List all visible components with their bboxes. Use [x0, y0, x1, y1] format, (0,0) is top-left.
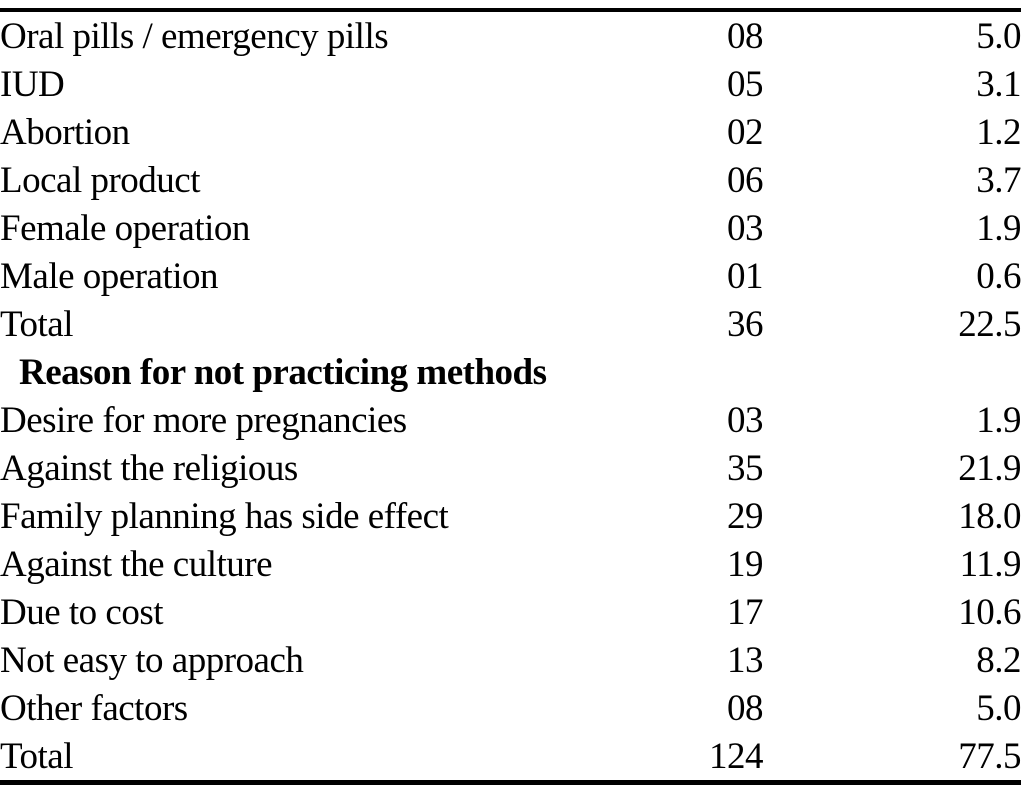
table-row: Against the culture 19 11.9 — [0, 540, 1021, 588]
row-percent: 22.5 — [958, 303, 1021, 345]
table-row: Other factors 08 5.0 — [0, 684, 1021, 732]
row-count: 19 — [727, 543, 764, 585]
table-row: Female operation 03 1.9 — [0, 204, 1021, 252]
row-count: 124 — [709, 735, 764, 777]
row-percent: 1.9 — [976, 399, 1021, 441]
row-label: Other factors — [0, 687, 188, 729]
row-percent: 21.9 — [958, 447, 1021, 489]
table-row: Oral pills / emergency pills 08 5.0 — [0, 10, 1021, 60]
row-count: 05 — [727, 63, 764, 105]
row-count: 08 — [727, 15, 764, 57]
row-count: 35 — [727, 447, 764, 489]
row-label: Against the culture — [0, 543, 273, 585]
row-label: Local product — [0, 159, 201, 201]
row-count: 36 — [727, 303, 764, 345]
row-count: 13 — [727, 639, 764, 681]
table-row: Desire for more pregnancies 03 1.9 — [0, 396, 1021, 444]
row-percent: 5.0 — [976, 15, 1021, 57]
row-percent: 10.6 — [958, 591, 1021, 633]
row-label: Male operation — [0, 255, 219, 297]
table-row: Due to cost 17 10.6 — [0, 588, 1021, 636]
table-row: Total 36 22.5 — [0, 300, 1021, 348]
row-label: Desire for more pregnancies — [0, 399, 407, 441]
row-percent: 1.2 — [976, 111, 1021, 153]
row-count: 08 — [727, 687, 764, 729]
table-row: Family planning has side effect 29 18.0 — [0, 492, 1021, 540]
row-label: Due to cost — [0, 591, 164, 633]
row-percent: 77.5 — [958, 735, 1021, 777]
row-label: Family planning has side effect — [0, 495, 449, 537]
table-row: IUD 05 3.1 — [0, 60, 1021, 108]
row-label: Abortion — [0, 111, 130, 153]
row-count: 03 — [727, 399, 764, 441]
row-label: Total — [0, 303, 74, 345]
data-table: Oral pills / emergency pills 08 5.0 IUD 05 3.… — [0, 8, 1021, 785]
table-row: Abortion 02 1.2 — [0, 108, 1021, 156]
row-label: Female operation — [0, 207, 250, 249]
row-label: Oral pills / emergency pills — [0, 15, 389, 57]
row-label: Not easy to approach — [0, 639, 304, 681]
row-count: 03 — [727, 207, 764, 249]
row-percent: 5.0 — [976, 687, 1021, 729]
row-percent: 18.0 — [958, 495, 1021, 537]
row-count: 29 — [727, 495, 764, 537]
row-label: IUD — [0, 63, 65, 105]
row-percent: 3.1 — [976, 63, 1021, 105]
row-label: Against the religious — [0, 447, 298, 489]
section-header-row: Reason for not practicing methods — [0, 348, 1021, 396]
table-body: Oral pills / emergency pills 08 5.0 IUD 05 3.… — [0, 10, 1021, 783]
table-row: Total 124 77.5 — [0, 732, 1021, 783]
row-count: 06 — [727, 159, 764, 201]
row-percent: 1.9 — [976, 207, 1021, 249]
table-row: Local product 06 3.7 — [0, 156, 1021, 204]
table-row: Not easy to approach 13 8.2 — [0, 636, 1021, 684]
table-row: Against the religious 35 21.9 — [0, 444, 1021, 492]
row-percent: 0.6 — [976, 255, 1021, 297]
row-count: 01 — [727, 255, 764, 297]
table-row: Male operation 01 0.6 — [0, 252, 1021, 300]
row-count: 17 — [727, 591, 764, 633]
row-label: Total — [0, 735, 74, 777]
row-percent: 3.7 — [976, 159, 1021, 201]
section-header-label: Reason for not practicing methods — [19, 351, 547, 393]
row-count: 02 — [727, 111, 764, 153]
row-percent: 8.2 — [976, 639, 1021, 681]
row-percent: 11.9 — [959, 543, 1021, 585]
